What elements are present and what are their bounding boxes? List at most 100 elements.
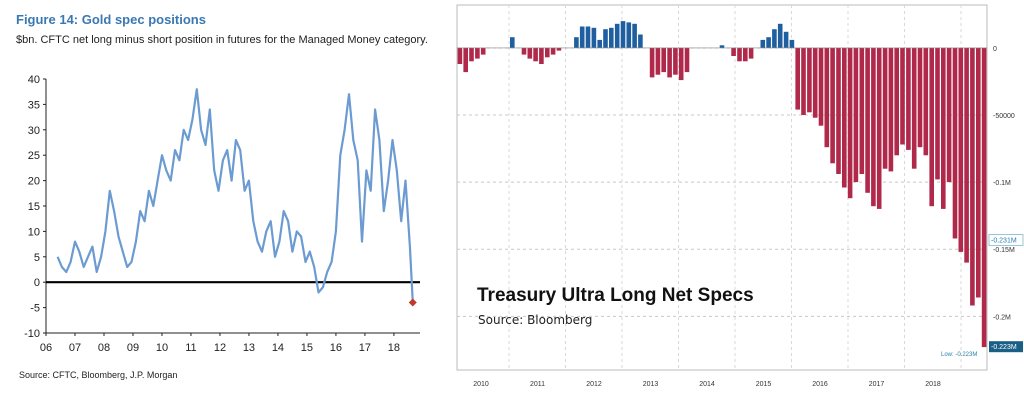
- bar-negative: [539, 47, 544, 64]
- y-tick-label: 35: [28, 99, 40, 111]
- gold-spec-series-line: [56, 88, 414, 303]
- bar-positive: [585, 26, 591, 48]
- bar-negative: [871, 47, 876, 207]
- bar-negative: [812, 47, 818, 118]
- bar-negative: [795, 47, 800, 110]
- highlight-label: -0.231M: [991, 238, 1017, 245]
- x-tick-label: 14: [272, 342, 284, 354]
- bar-negative: [527, 47, 533, 59]
- left-chart-panel: Figure 14: Gold spec positions $bn. CFTC…: [0, 0, 452, 404]
- bar-positive: [614, 23, 620, 48]
- y-tick-label: 40: [28, 74, 40, 86]
- x-axis-label: 2016: [812, 381, 828, 388]
- bar-negative: [911, 47, 917, 169]
- bar-negative: [935, 47, 940, 180]
- bar-positive: [783, 31, 789, 48]
- bar-positive: [597, 39, 602, 48]
- bar-negative: [929, 47, 934, 207]
- x-tick-label: 15: [301, 342, 313, 354]
- x-tick-label: 06: [40, 342, 52, 354]
- y-axis-label: 0: [993, 46, 997, 53]
- bar-negative: [457, 47, 463, 64]
- x-tick-label: 07: [69, 342, 81, 354]
- bar-negative: [853, 47, 859, 183]
- bar-negative: [836, 47, 841, 174]
- bar-negative: [475, 47, 480, 59]
- x-axis-label: 2017: [869, 381, 885, 388]
- bar-positive: [626, 22, 632, 48]
- y-tick-label: 10: [28, 226, 40, 238]
- y-tick-label: 15: [28, 201, 40, 213]
- bar-negative: [958, 47, 964, 252]
- bar-negative: [917, 47, 923, 148]
- bar-negative: [469, 47, 474, 62]
- x-axis-label: 2018: [925, 381, 941, 388]
- bar-negative: [801, 47, 806, 115]
- current-value-label-box: [989, 341, 1023, 353]
- y-tick-label: 20: [28, 176, 40, 188]
- x-axis-label: 2014: [699, 381, 715, 388]
- bar-negative: [923, 47, 929, 156]
- x-tick-label: 16: [330, 342, 342, 354]
- bar-negative: [661, 47, 666, 73]
- x-axis-label: 2010: [473, 381, 489, 388]
- bar-negative: [865, 47, 870, 193]
- bar-negative: [882, 47, 888, 169]
- bar-positive: [789, 39, 795, 48]
- bar-negative: [894, 47, 899, 156]
- bar-negative: [818, 47, 824, 126]
- bar-positive: [638, 34, 643, 48]
- highlight-label-box: [988, 234, 1024, 246]
- bar-positive: [591, 27, 597, 48]
- x-axis-label: 2012: [586, 381, 602, 388]
- bar-negative: [842, 47, 847, 188]
- right-chart-source: Source: Bloomberg: [478, 313, 593, 327]
- x-tick-label: 09: [127, 342, 139, 354]
- x-tick-label: 13: [243, 342, 255, 354]
- x-axis-label: 2013: [643, 381, 659, 388]
- bar-negative: [480, 47, 486, 55]
- y-axis-label: -0.15M: [993, 247, 1015, 254]
- x-tick-label: 17: [359, 342, 371, 354]
- y-axis-label: -0.2M: [993, 314, 1011, 321]
- x-tick-label: 18: [388, 342, 400, 354]
- bar-positive: [609, 27, 614, 48]
- bar-negative: [888, 47, 894, 172]
- bar-negative: [906, 47, 911, 150]
- bar-negative: [667, 47, 672, 78]
- bar-negative: [545, 47, 550, 58]
- bar-negative: [655, 47, 661, 75]
- bar-negative: [807, 47, 812, 113]
- bar-negative: [684, 47, 690, 73]
- bar-negative: [952, 47, 958, 239]
- bar-negative: [876, 47, 882, 209]
- bar-negative: [678, 47, 684, 81]
- bar-positive: [579, 26, 585, 48]
- bar-negative: [970, 47, 975, 306]
- bar-negative: [550, 47, 556, 55]
- bar-negative: [964, 47, 969, 263]
- bar-positive: [620, 21, 626, 48]
- latest-value-marker: [408, 298, 417, 307]
- bar-positive: [777, 23, 783, 48]
- bar-negative: [981, 47, 987, 348]
- left-chart-source: Source: CFTC, Bloomberg, J.P. Morgan: [19, 370, 178, 380]
- bar-negative: [463, 47, 468, 73]
- bar-positive: [574, 37, 579, 48]
- x-tick-label: 12: [214, 342, 226, 354]
- bar-negative: [900, 47, 905, 145]
- x-tick-label: 11: [185, 342, 196, 354]
- gold-spec-line-chart: -10 -5 0 5 10 15 20 25 30 35 40 06 07 08 09 10 11 12 13 14 1…: [24, 74, 420, 354]
- left-chart-title: Figure 14: Gold spec positions: [16, 12, 206, 27]
- bar-negative: [859, 47, 865, 174]
- current-value-label: -0.223M: [991, 344, 1017, 351]
- x-axis-label: 2015: [756, 381, 772, 388]
- y-tick-label: 30: [28, 125, 40, 137]
- left-chart-subtitle: $bn. CFTC net long minus short position …: [16, 34, 428, 46]
- treasury-bar-chart: 0 -50000 -0.1M -0.15M -0.2M 2010 2011 2012 2013 2…: [456, 4, 1024, 388]
- x-tick-label: 10: [156, 342, 168, 354]
- right-chart-panel: 0 -50000 -0.1M -0.15M -0.2M 2010 2011 2012 2013 2…: [452, 0, 1024, 404]
- bar-negative: [521, 47, 527, 55]
- bar-negative: [649, 47, 655, 78]
- y-tick-label: -10: [24, 328, 40, 340]
